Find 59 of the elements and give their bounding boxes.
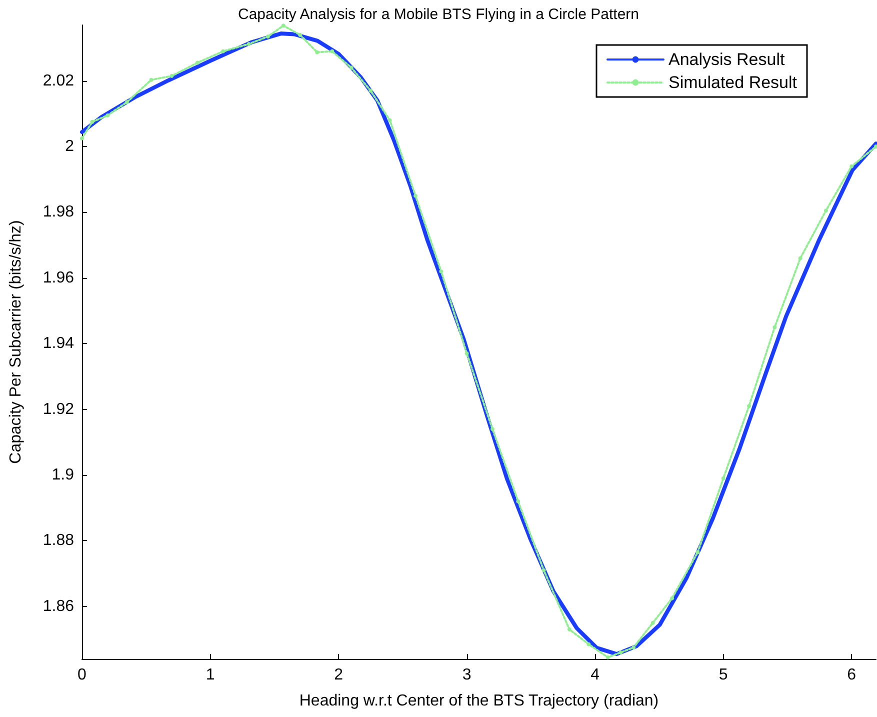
point xyxy=(124,100,129,104)
point xyxy=(90,120,94,124)
y-tick-label: 1.96 xyxy=(42,269,74,286)
point xyxy=(586,642,591,646)
y-tick-label: 1.94 xyxy=(42,335,74,352)
y-tick-label: 1.88 xyxy=(42,532,74,550)
point xyxy=(266,34,270,38)
point xyxy=(567,627,572,632)
y-tick-label: 2 xyxy=(65,138,74,156)
y-axis-title: Capacity Per Subcarrier (bits/s/hz) xyxy=(8,220,24,464)
point xyxy=(747,404,752,408)
point xyxy=(195,60,200,65)
point xyxy=(330,49,334,54)
x-tick-label: 6 xyxy=(847,666,856,684)
point xyxy=(721,476,726,480)
point xyxy=(388,118,392,122)
x-axis-title: Heading w.r.t Center of the BTS Trajectory (radian) xyxy=(299,692,659,710)
x-tick-label: 1 xyxy=(206,666,215,684)
point xyxy=(80,136,84,140)
point xyxy=(221,49,226,54)
point xyxy=(650,620,655,625)
point xyxy=(439,269,444,274)
y-tick-label: 1.92 xyxy=(42,400,74,418)
point xyxy=(874,144,877,149)
x-tick-label: 5 xyxy=(718,666,728,684)
point xyxy=(632,646,636,650)
point xyxy=(696,550,700,554)
point xyxy=(414,194,418,198)
x-tick-label: 4 xyxy=(590,666,600,684)
x-tick-label: 3 xyxy=(462,666,472,684)
y-tick-label: 1.86 xyxy=(42,598,74,615)
point xyxy=(542,568,546,572)
point xyxy=(606,655,610,660)
point xyxy=(798,256,802,260)
point xyxy=(618,650,623,654)
chart-title: Capacity Analysis for a Mobile BTS Flying in a Circle Pattern xyxy=(238,6,639,23)
y-tick-label: 1.9 xyxy=(52,466,74,484)
y-tick-label: 1.98 xyxy=(42,204,74,221)
y-tick-label: 2.02 xyxy=(42,72,74,90)
point xyxy=(824,208,828,213)
point xyxy=(516,499,520,504)
point xyxy=(246,42,251,46)
point xyxy=(106,113,110,118)
point xyxy=(850,164,854,168)
legend-label: Analysis Result xyxy=(668,50,785,69)
legend-label: Simulated Result xyxy=(668,73,798,92)
point xyxy=(670,596,674,600)
point xyxy=(315,50,320,54)
point xyxy=(298,32,302,37)
x-tick-label: 0 xyxy=(78,666,87,684)
x-tick-label: 2 xyxy=(334,666,344,684)
point xyxy=(490,427,494,432)
point xyxy=(170,74,174,78)
point xyxy=(464,352,469,356)
point xyxy=(772,325,777,330)
point xyxy=(149,78,154,82)
point xyxy=(281,24,286,28)
point xyxy=(349,66,354,70)
point xyxy=(368,88,373,93)
